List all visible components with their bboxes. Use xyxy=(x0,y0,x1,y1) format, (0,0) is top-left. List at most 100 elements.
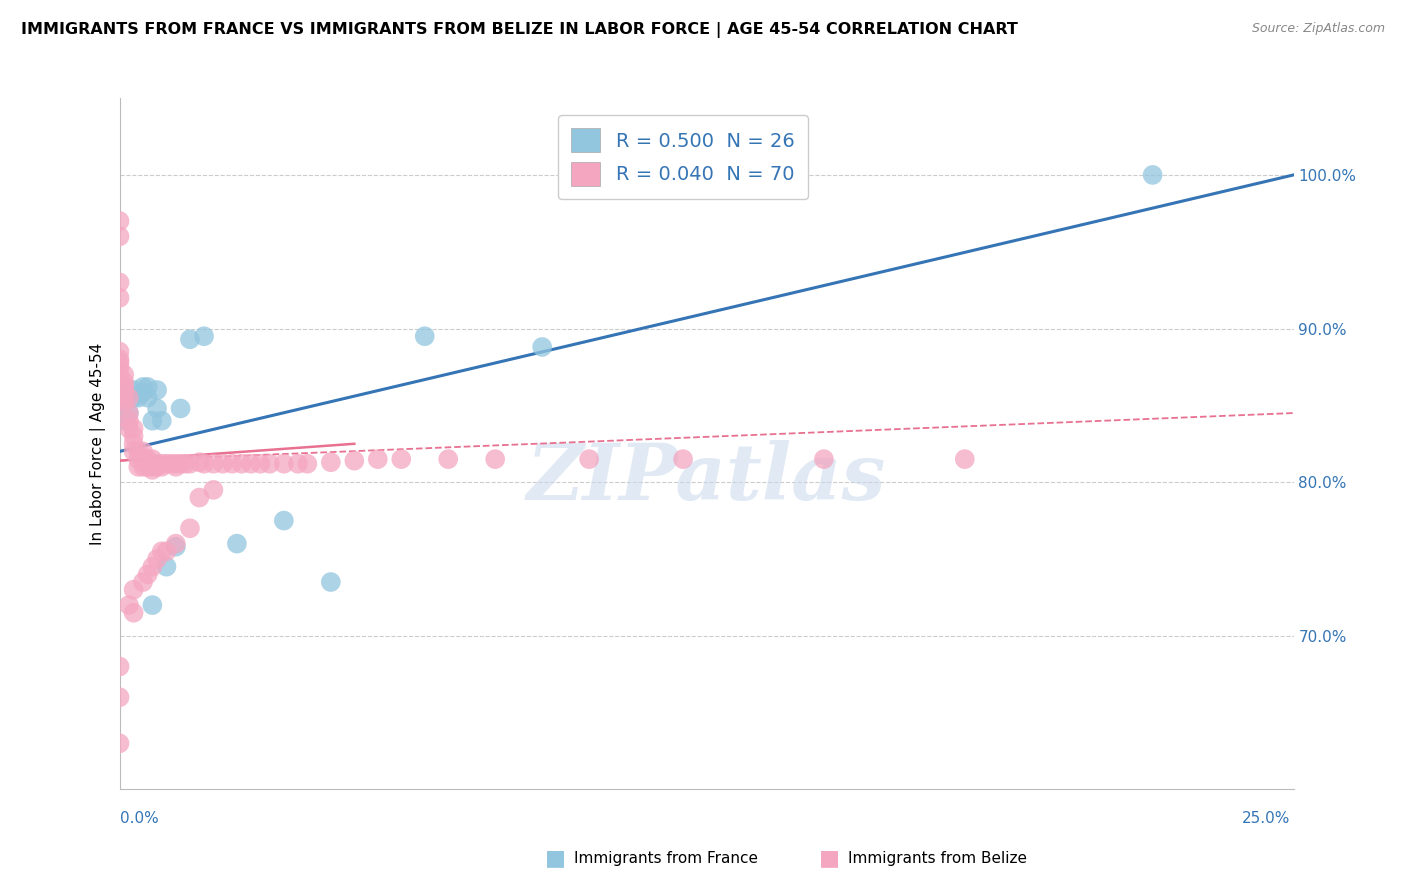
Point xyxy=(136,567,159,582)
Point xyxy=(273,514,295,528)
Text: ZIPatlas: ZIPatlas xyxy=(527,440,886,516)
Point xyxy=(953,452,976,467)
Point xyxy=(127,391,149,405)
Point xyxy=(169,457,191,471)
Point xyxy=(179,332,201,346)
Point xyxy=(108,355,131,369)
Point xyxy=(112,391,135,405)
Point xyxy=(146,383,169,397)
Point xyxy=(132,574,155,589)
Point xyxy=(484,452,506,467)
Point xyxy=(112,395,135,409)
Text: Immigrants from France: Immigrants from France xyxy=(574,851,758,865)
Point xyxy=(179,457,201,471)
Point xyxy=(122,421,145,435)
Point xyxy=(146,457,169,471)
Point xyxy=(112,380,135,394)
Point xyxy=(132,444,155,458)
Text: Source: ZipAtlas.com: Source: ZipAtlas.com xyxy=(1251,22,1385,36)
Point xyxy=(437,452,460,467)
Point xyxy=(146,459,169,474)
Point xyxy=(221,457,243,471)
Point xyxy=(118,406,141,420)
Point xyxy=(155,559,177,574)
Point xyxy=(141,459,163,474)
Point xyxy=(202,457,225,471)
Point xyxy=(531,340,554,354)
Point xyxy=(108,214,131,228)
Point xyxy=(108,659,131,673)
Text: 0.0%: 0.0% xyxy=(120,812,159,826)
Point xyxy=(813,452,835,467)
Point xyxy=(136,380,159,394)
Point xyxy=(118,598,141,612)
Point xyxy=(132,459,155,474)
Point xyxy=(112,391,135,405)
Point xyxy=(413,329,436,343)
Point xyxy=(141,598,163,612)
Text: ■: ■ xyxy=(546,848,565,868)
Point xyxy=(112,368,135,382)
Text: 25.0%: 25.0% xyxy=(1243,812,1291,826)
Point xyxy=(672,452,695,467)
Point xyxy=(141,452,163,467)
Point xyxy=(155,457,177,471)
Point xyxy=(122,437,145,451)
Point xyxy=(112,376,135,390)
Point xyxy=(343,453,366,467)
Y-axis label: In Labor Force | Age 45-54: In Labor Force | Age 45-54 xyxy=(90,343,105,545)
Point xyxy=(141,414,163,428)
Point xyxy=(179,521,201,535)
Text: ■: ■ xyxy=(820,848,839,868)
Point xyxy=(193,457,215,471)
Point xyxy=(1142,168,1164,182)
Point xyxy=(578,452,600,467)
Point xyxy=(165,536,187,550)
Point xyxy=(127,444,149,458)
Point xyxy=(108,391,131,405)
Point xyxy=(367,452,389,467)
Point xyxy=(136,452,159,467)
Point xyxy=(287,457,309,471)
Point xyxy=(146,552,169,566)
Point xyxy=(193,329,215,343)
Point xyxy=(108,352,131,367)
Point xyxy=(118,414,141,428)
Point xyxy=(160,457,183,471)
Point xyxy=(150,459,173,474)
Point xyxy=(118,391,141,405)
Point xyxy=(112,383,135,397)
Point xyxy=(141,463,163,477)
Point xyxy=(112,414,135,428)
Point xyxy=(132,380,155,394)
Point xyxy=(141,559,163,574)
Point xyxy=(165,540,187,554)
Point xyxy=(108,276,131,290)
Point xyxy=(202,483,225,497)
Point xyxy=(188,455,211,469)
Point xyxy=(136,459,159,474)
Point xyxy=(146,401,169,416)
Point xyxy=(122,391,145,405)
Point xyxy=(108,383,131,397)
Point xyxy=(150,457,173,471)
Point xyxy=(389,452,412,467)
Point xyxy=(297,457,319,471)
Point xyxy=(150,414,173,428)
Point xyxy=(273,457,295,471)
Point xyxy=(165,459,187,474)
Point xyxy=(319,574,342,589)
Point xyxy=(108,359,131,374)
Text: Immigrants from Belize: Immigrants from Belize xyxy=(848,851,1026,865)
Point xyxy=(108,376,131,390)
Point xyxy=(169,401,191,416)
Point xyxy=(122,383,145,397)
Point xyxy=(132,452,155,467)
Point xyxy=(319,455,342,469)
Point xyxy=(259,457,281,471)
Point xyxy=(127,452,149,467)
Point xyxy=(136,391,159,405)
Point xyxy=(118,421,141,435)
Point xyxy=(155,544,177,558)
Point xyxy=(108,736,131,750)
